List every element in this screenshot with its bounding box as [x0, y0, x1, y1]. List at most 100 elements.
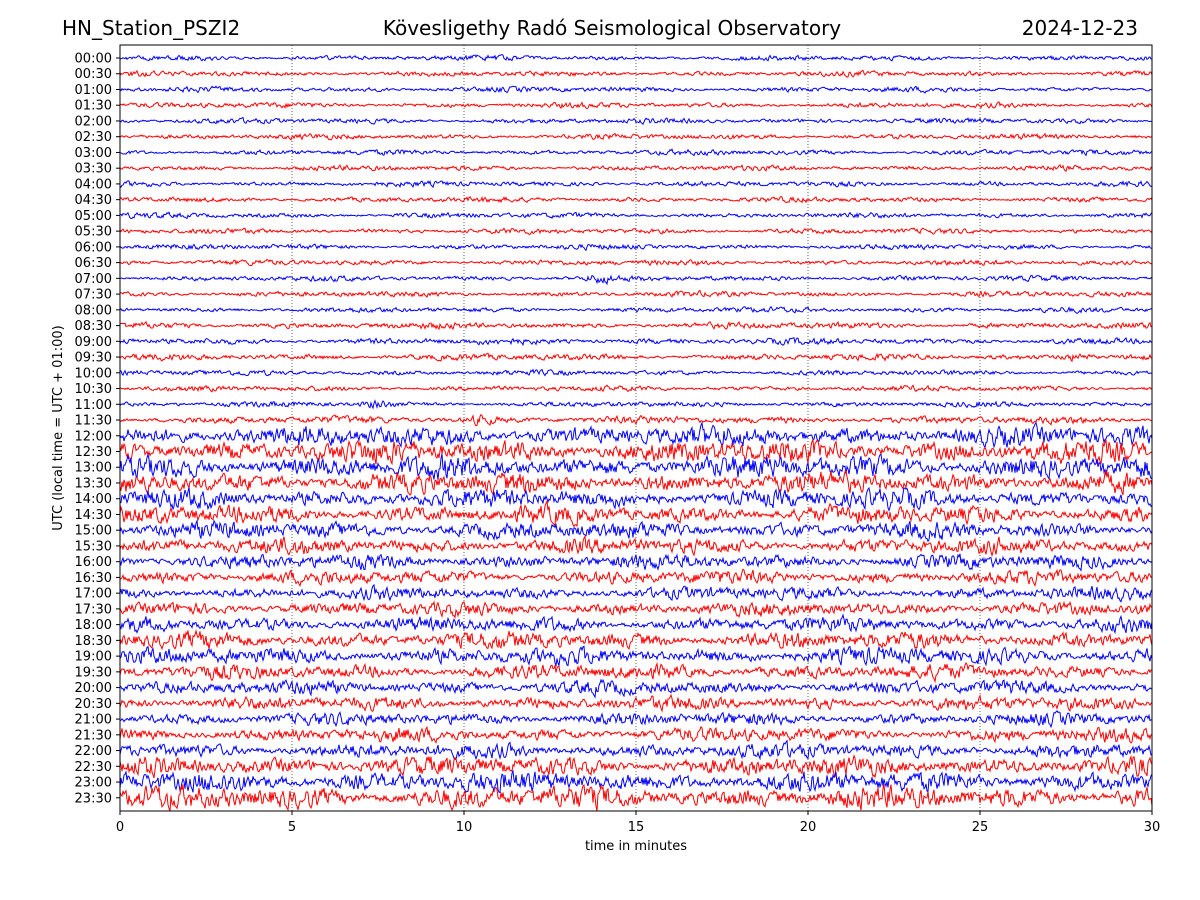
y-tick-label: 21:00: [75, 713, 112, 728]
y-tick-label: 01:00: [75, 83, 112, 98]
y-tick-label: 20:00: [75, 681, 112, 696]
trace-0030: [120, 69, 1152, 78]
trace-2300: [120, 769, 1152, 794]
trace-2030: [120, 693, 1152, 713]
y-tick-label: 06:00: [75, 240, 112, 255]
y-tick-label: 10:30: [75, 382, 112, 397]
y-tick-label: 05:00: [75, 209, 112, 224]
y-tick-label: 04:30: [75, 193, 112, 208]
trace-1330: [120, 469, 1152, 496]
y-tick-label: 20:30: [75, 697, 112, 712]
y-tick-label: 23:30: [75, 791, 112, 806]
trace-1630: [120, 568, 1152, 588]
y-tick-label: 22:00: [75, 744, 112, 759]
x-tick-label: 30: [1144, 820, 1161, 835]
x-tick-label: 0: [116, 820, 124, 835]
trace-1100: [120, 399, 1152, 410]
chart-title: Kövesligethy Radó Seismological Observat…: [383, 16, 841, 40]
trace-1030: [120, 384, 1152, 393]
trace-1000: [120, 368, 1152, 377]
trace-2000: [120, 678, 1152, 699]
trace-1800: [120, 613, 1152, 635]
y-tick-label: 17:30: [75, 602, 112, 617]
trace-2200: [120, 739, 1152, 761]
y-tick-label: 12:00: [75, 429, 112, 444]
x-tick-label: 25: [972, 820, 989, 835]
trace-1730: [120, 600, 1152, 620]
y-tick-label: 07:00: [75, 272, 112, 287]
y-tick-label: 00:30: [75, 67, 112, 82]
x-axis-label: time in minutes: [585, 839, 687, 854]
y-tick-label: 15:30: [75, 539, 112, 554]
y-tick-label: 02:00: [75, 114, 112, 129]
trace-1200: [120, 421, 1152, 450]
y-tick-label: 16:00: [75, 555, 112, 570]
y-tick-label: 15:00: [75, 524, 112, 539]
trace-0530: [120, 227, 1152, 236]
gridlines: [291, 45, 981, 811]
trace-2230: [120, 754, 1152, 779]
y-tick-label: 03:30: [75, 162, 112, 177]
trace-0800: [120, 305, 1152, 314]
x-tick-label: 20: [800, 820, 817, 835]
trace-1600: [120, 553, 1152, 572]
trace-1400: [120, 486, 1152, 513]
trace-group: [120, 54, 1152, 811]
y-tick-label: 07:30: [75, 288, 112, 303]
trace-0000: [120, 54, 1152, 62]
y-tick-label: 00:00: [75, 52, 112, 67]
station-name: HN_Station_PSZI2: [62, 16, 240, 40]
y-tick-label: 10:00: [75, 366, 112, 381]
y-tick-label: 04:00: [75, 177, 112, 192]
trace-0930: [120, 352, 1152, 363]
trace-1530: [120, 534, 1152, 558]
y-tick-label: 05:30: [75, 225, 112, 240]
x-tick-labels: 0 5 10 15 20 25 30: [116, 811, 1160, 835]
trace-1930: [120, 661, 1152, 684]
trace-0500: [120, 211, 1152, 220]
trace-1430: [120, 499, 1152, 528]
trace-2130: [120, 725, 1152, 744]
y-tick-label: 13:00: [75, 461, 112, 476]
trace-0730: [120, 289, 1152, 298]
y-tick-label: 16:30: [75, 571, 112, 586]
y-tick-label: 09:00: [75, 335, 112, 350]
trace-0700: [120, 274, 1152, 286]
y-tick-label: 08:30: [75, 319, 112, 334]
trace-0430: [120, 195, 1152, 204]
chart-date: 2024-12-23: [1022, 16, 1138, 40]
y-tick-label: 09:30: [75, 351, 112, 366]
y-tick-label: 11:00: [75, 398, 112, 413]
trace-1230: [120, 438, 1152, 466]
y-tick-label: 14:00: [75, 492, 112, 507]
x-tick-label: 10: [456, 820, 473, 835]
y-tick-label: 13:30: [75, 476, 112, 491]
y-tick-label: 02:30: [75, 130, 112, 145]
y-tick-label: 14:30: [75, 508, 112, 523]
trace-0100: [120, 85, 1152, 94]
y-tick-label: 19:00: [75, 650, 112, 665]
trace-2100: [120, 710, 1152, 729]
y-tick-label: 01:30: [75, 99, 112, 114]
trace-0830: [120, 320, 1152, 331]
y-tick-label: 03:00: [75, 146, 112, 161]
x-tick-label: 5: [288, 820, 296, 835]
y-axis-label: UTC (local time = UTC + 01:00): [51, 325, 66, 530]
y-tick-label: 18:30: [75, 634, 112, 649]
trace-0200: [120, 116, 1152, 126]
trace-0230: [120, 132, 1152, 141]
trace-0130: [120, 101, 1152, 110]
trace-1300: [120, 452, 1152, 480]
x-tick-label: 15: [628, 820, 645, 835]
trace-0300: [120, 148, 1152, 157]
y-tick-label: 06:30: [75, 256, 112, 271]
trace-1900: [120, 645, 1152, 668]
trace-1130: [120, 413, 1152, 427]
y-tick-label: 17:00: [75, 587, 112, 602]
y-tick-label: 18:00: [75, 618, 112, 633]
y-tick-label: 11:30: [75, 414, 112, 429]
trace-1700: [120, 583, 1152, 603]
trace-1830: [120, 629, 1152, 651]
y-tick-label: 22:30: [75, 760, 112, 775]
